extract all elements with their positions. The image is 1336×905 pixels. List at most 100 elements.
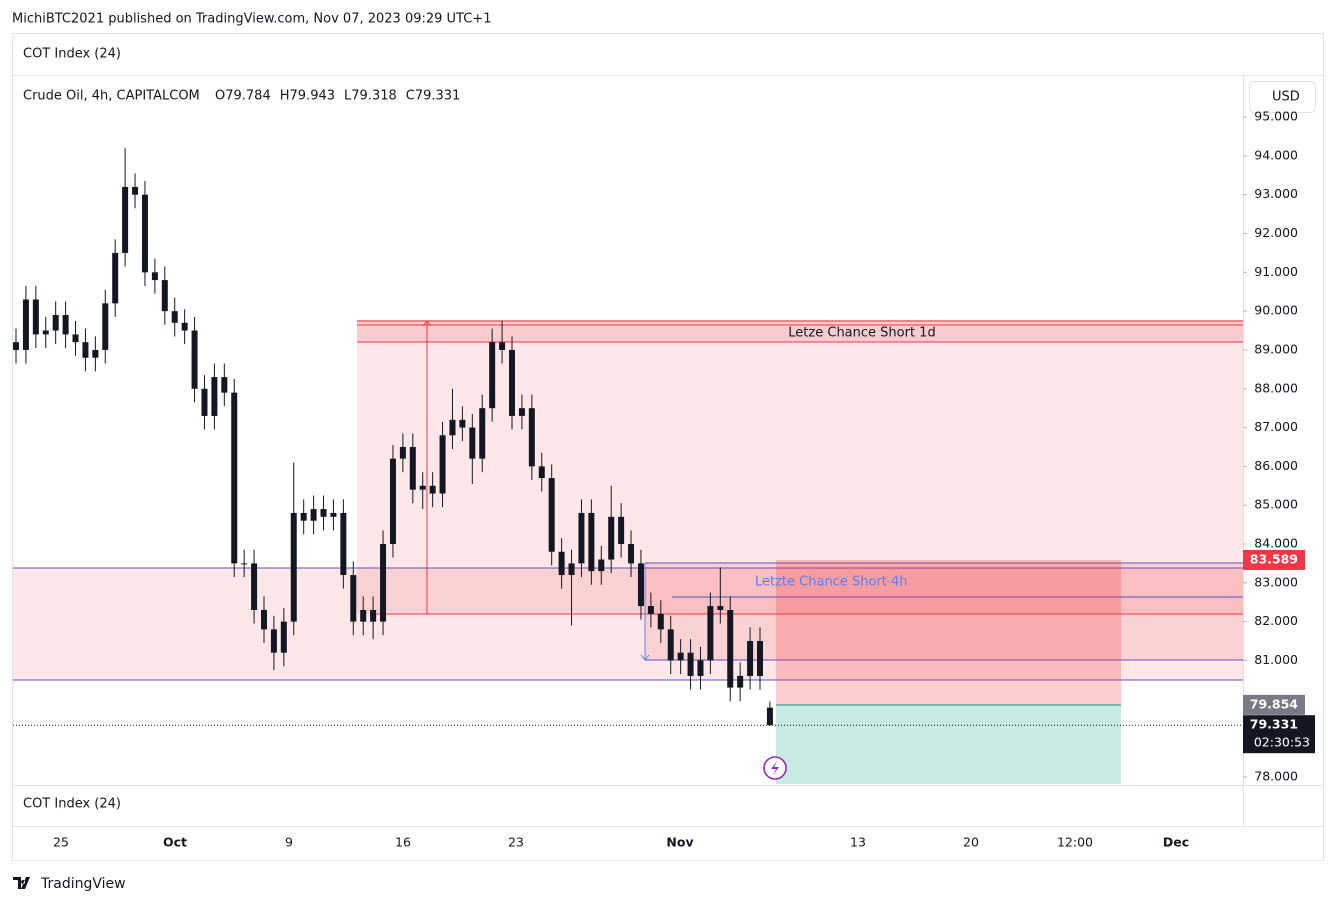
candle-body (647, 606, 654, 614)
candle-body (727, 609, 734, 688)
pane-title: COT Index (24) (23, 47, 121, 62)
price-tag-label: 83.589 (1250, 551, 1298, 566)
candle-body (489, 342, 496, 409)
currency[interactable]: USD (1272, 90, 1300, 105)
x-tick-label: Dec (1163, 835, 1189, 850)
candle-body (32, 299, 39, 335)
svg-text:TradingView: TradingView (40, 876, 126, 892)
y-tick-label: 78.000 (1254, 768, 1298, 783)
candle-body (171, 311, 178, 323)
candle-body (122, 186, 129, 253)
candle-body (667, 629, 674, 661)
candle-body (191, 330, 198, 389)
candle-body (578, 512, 585, 564)
candle-body (677, 652, 684, 661)
candle-body (419, 485, 426, 490)
ohlc-key: C (406, 89, 415, 104)
x-tick-label: 9 (285, 835, 293, 850)
x-tick-label: 13 (850, 835, 866, 850)
candle-body (201, 388, 208, 416)
candle-body (389, 458, 396, 544)
candle-body (608, 516, 615, 560)
candle-body (320, 509, 327, 517)
y-tick-label: 83.000 (1254, 574, 1298, 589)
candle-body (112, 252, 119, 304)
arrow (640, 654, 650, 661)
candle-body (399, 446, 406, 459)
candle-body (637, 563, 644, 607)
candle-body (687, 652, 694, 676)
candle-body (330, 512, 337, 517)
candle-body (499, 342, 506, 350)
candle-body (72, 334, 79, 343)
ohlc-value: 79.318 (351, 89, 397, 104)
ohlc-value: 79.331 (415, 89, 461, 104)
candle-body (261, 609, 267, 630)
candle-body (92, 349, 99, 358)
x-tick-label: 25 (53, 835, 69, 850)
candle-body (310, 509, 317, 521)
y-tick-label: 86.000 (1254, 458, 1298, 473)
candle-body (538, 466, 545, 479)
drawing-label: Letze Chance Short 1d (788, 326, 935, 341)
x-tick-label: Nov (666, 835, 693, 850)
candle-body (618, 516, 625, 544)
zone (645, 563, 1243, 660)
legend: Crude Oil, 4h, CAPITALCOM O 79.784 H 79.943… (23, 89, 460, 104)
candle-body (518, 408, 525, 416)
ohlc-value: 79.784 (225, 89, 271, 104)
candle-body (231, 392, 238, 564)
zone (13, 568, 1243, 680)
candle-body (528, 408, 535, 467)
candle-body (429, 485, 436, 494)
frame (12, 33, 1324, 861)
candle-body (370, 609, 377, 622)
candle-body (270, 629, 277, 653)
candle-body (439, 435, 446, 494)
candle-body (52, 315, 59, 331)
header: MichiBTC2021 published on TradingView.co… (12, 12, 491, 27)
countdown: 02:30:53 (1254, 735, 1310, 750)
y-tick-label: 95.000 (1254, 109, 1298, 124)
candle-body (558, 551, 565, 576)
candle-body (380, 543, 387, 622)
event-icon (771, 761, 779, 775)
candle-body (628, 543, 635, 564)
ohlc-key: H (280, 89, 290, 104)
candle-body (300, 512, 307, 521)
candle-body (409, 446, 416, 490)
x-tick-label: 16 (395, 835, 411, 850)
y-tick-label: 90.000 (1254, 303, 1298, 318)
x-tick-label: 23 (508, 835, 524, 850)
y-tick-label: 93.000 (1254, 186, 1298, 201)
candle-body (290, 512, 297, 622)
candle-body (211, 377, 218, 416)
candle-body (82, 342, 89, 358)
candle-body (280, 621, 287, 653)
candle-body (62, 315, 69, 335)
candle-body (42, 330, 49, 335)
ohlc-key: L (344, 89, 352, 104)
pane-title: COT Index (24) (23, 797, 121, 812)
candle-body (449, 419, 456, 436)
y-tick-label: 91.000 (1254, 264, 1298, 279)
candle-body (459, 419, 466, 428)
candle-body (360, 609, 367, 622)
candle-body (717, 606, 724, 610)
candle-body (469, 427, 476, 459)
y-tick-label: 85.000 (1254, 497, 1298, 512)
candle-body (548, 478, 555, 552)
candle-body (766, 707, 773, 726)
stop-zone (776, 560, 1121, 705)
candle-body (181, 322, 188, 331)
symbol: Crude Oil, 4h, CAPITALCOM (23, 89, 200, 104)
y-tick-label: 84.000 (1254, 535, 1298, 550)
candle-body (657, 613, 664, 630)
target-zone (776, 705, 1121, 784)
candle-body (141, 194, 148, 273)
candle-body (22, 299, 29, 350)
x-tick-label: 20 (963, 835, 979, 850)
currency-button[interactable] (1249, 81, 1316, 113)
ohlc-value: 79.943 (290, 89, 336, 104)
drawing-label: Letzte Chance Short 4h (755, 575, 908, 590)
